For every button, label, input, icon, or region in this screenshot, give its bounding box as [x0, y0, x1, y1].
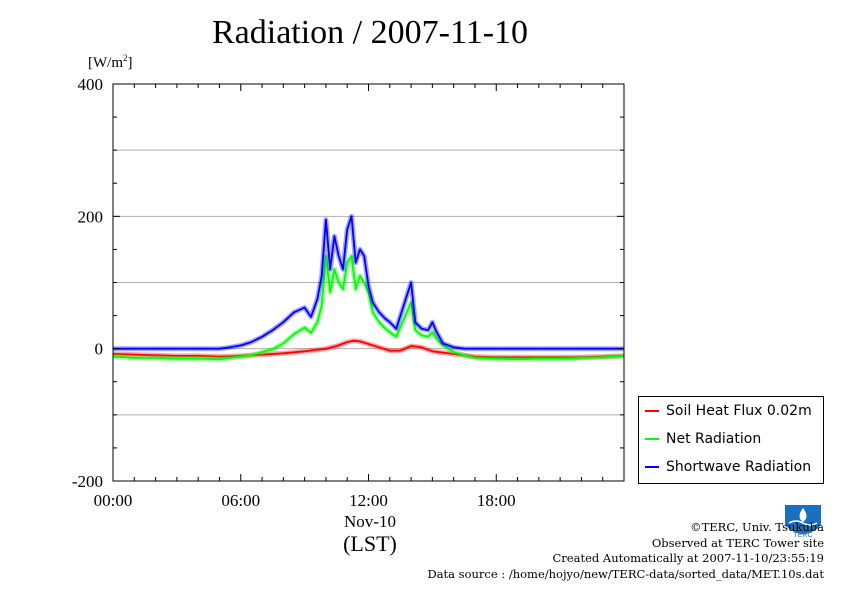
x-axis-label: (LST): [343, 531, 397, 556]
legend-label: Net Radiation: [666, 431, 762, 447]
footer-copyright: ©TERC, Univ. Tsukuba: [690, 520, 824, 534]
footer-created: Created Automatically at 2007-11-10/23:5…: [552, 551, 825, 565]
footer-source: Data source : /home/hojyo/new/TERC-data/…: [427, 566, 824, 581]
svg-text:TERC: TERC: [793, 532, 812, 539]
legend-label: Soil Heat Flux 0.02m: [666, 403, 812, 419]
x-tick-label: 18:00: [477, 491, 516, 510]
footer-credits: ©TERC, Univ. Tsukuba Observed at TERC To…: [427, 520, 824, 582]
legend-item-net-radiation: Net Radiation: [645, 429, 761, 449]
legend-swatch: [645, 466, 659, 468]
x-date-label: Nov-10: [344, 512, 396, 531]
y-unit-label: [W/m2]: [88, 53, 133, 71]
legend-swatch: [645, 410, 659, 412]
y-tick-label: 200: [78, 207, 104, 226]
legend: Soil Heat Flux 0.02m Net Radiation Short…: [638, 396, 824, 484]
legend-item-soil-heat-flux: Soil Heat Flux 0.02m: [645, 401, 812, 421]
series-lines: [112, 213, 625, 362]
series-line-1: [112, 255, 625, 361]
footer-observed: Observed at TERC Tower site: [651, 535, 824, 550]
series-line-0: [112, 339, 625, 359]
axis-ticks: [112, 83, 625, 482]
x-tick-label: 06:00: [221, 491, 260, 510]
legend-label: Shortwave Radiation: [666, 459, 812, 475]
terc-logo: TERC: [785, 505, 821, 539]
legend-swatch: [645, 438, 659, 440]
chart-title: Radiation / 2007-11-10: [211, 14, 529, 51]
x-tick-label: 12:00: [349, 491, 388, 510]
y-tick-label: 400: [78, 75, 104, 94]
series-line-2: [113, 215, 624, 350]
legend-item-shortwave-radiation: Shortwave Radiation: [645, 457, 811, 477]
x-tick-label: 00:00: [94, 491, 133, 510]
axis-tick-labels: -200 0 200 400 00:00 06:00 12:00 18:00: [72, 75, 516, 510]
y-tick-label: -200: [72, 472, 103, 491]
y-tick-label: 0: [95, 340, 104, 359]
